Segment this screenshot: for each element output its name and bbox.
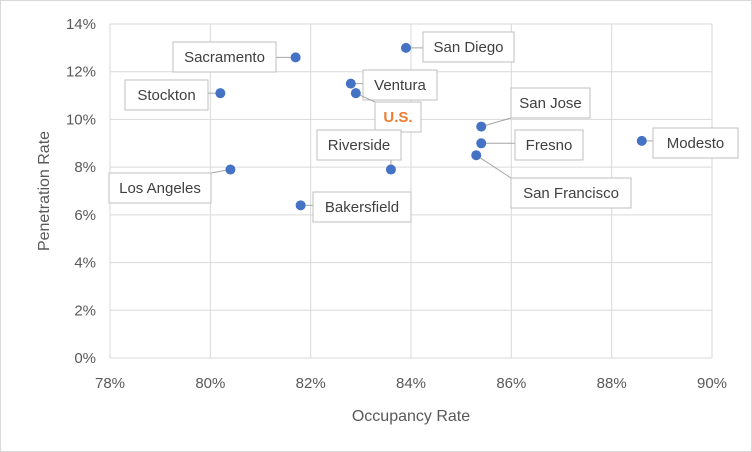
data-label-box xyxy=(374,101,422,133)
data-label-box xyxy=(312,191,412,223)
x-tick-label: 82% xyxy=(296,375,326,392)
y-axis-title: Penetration Rate xyxy=(36,131,53,251)
y-tick-label: 12% xyxy=(66,64,96,81)
data-point xyxy=(225,164,236,175)
data-label: Fresno xyxy=(526,137,573,154)
data-label-box xyxy=(422,31,515,63)
x-tick-label: 78% xyxy=(95,375,125,392)
data-label: Bakersfield xyxy=(325,199,399,216)
y-tick-label: 6% xyxy=(74,207,96,224)
data-label-box xyxy=(316,129,402,161)
data-label-box xyxy=(124,79,209,111)
data-label-box xyxy=(362,69,438,101)
x-tick-label: 90% xyxy=(697,375,727,392)
data-label: San Francisco xyxy=(523,185,619,202)
y-tick-label: 14% xyxy=(66,16,96,33)
x-axis-title: Occupancy Rate xyxy=(352,408,470,425)
data-point xyxy=(476,138,487,149)
data-label-box xyxy=(514,129,584,161)
x-tick-label: 80% xyxy=(195,375,225,392)
data-point xyxy=(476,121,487,132)
data-point xyxy=(636,135,647,146)
x-tick-label: 88% xyxy=(597,375,627,392)
leader-line xyxy=(481,117,512,128)
y-tick-label: 8% xyxy=(74,159,96,176)
data-point xyxy=(215,88,226,99)
data-label: U.S. xyxy=(383,109,412,126)
y-tick-label: 4% xyxy=(74,255,96,272)
data-label: San Diego xyxy=(433,39,503,56)
data-label: Modesto xyxy=(667,135,725,152)
x-tick-label: 86% xyxy=(496,375,526,392)
y-tick-label: 10% xyxy=(66,111,96,128)
leader-line xyxy=(475,154,512,179)
data-label-box xyxy=(172,41,277,73)
data-point xyxy=(385,164,396,175)
y-tick-label: 2% xyxy=(74,302,96,319)
data-label-box xyxy=(510,177,632,209)
x-tick-label: 84% xyxy=(396,375,426,392)
data-label: Stockton xyxy=(137,87,195,104)
data-point xyxy=(350,88,361,99)
data-point xyxy=(290,52,301,63)
data-label: Ventura xyxy=(374,77,426,94)
data-point xyxy=(345,78,356,89)
data-label-box xyxy=(108,172,212,204)
data-label: Los Angeles xyxy=(119,180,201,197)
data-label: San Jose xyxy=(519,95,582,112)
data-point xyxy=(295,200,306,211)
y-tick-label: 0% xyxy=(74,350,96,367)
data-point xyxy=(400,42,411,53)
data-label: Riverside xyxy=(328,137,391,154)
data-label-box xyxy=(652,127,739,159)
data-label-box xyxy=(510,87,591,119)
data-point xyxy=(471,150,482,161)
data-label: Sacramento xyxy=(184,49,265,66)
